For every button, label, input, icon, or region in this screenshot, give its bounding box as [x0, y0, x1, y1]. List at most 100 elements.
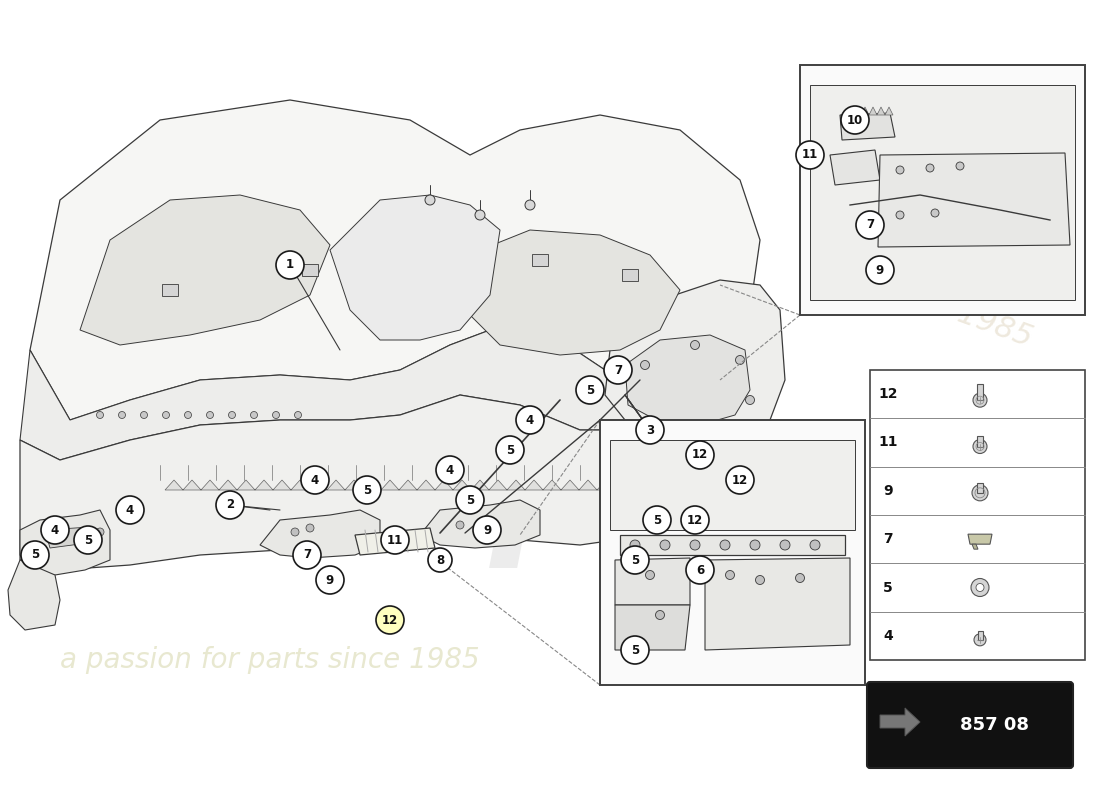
Circle shape	[163, 411, 169, 418]
Circle shape	[630, 540, 640, 550]
Polygon shape	[605, 280, 785, 445]
Circle shape	[292, 528, 299, 536]
Circle shape	[185, 411, 191, 418]
Text: 7: 7	[614, 363, 623, 377]
Circle shape	[690, 540, 700, 550]
Circle shape	[810, 540, 820, 550]
Circle shape	[856, 211, 884, 239]
Text: 3: 3	[646, 423, 654, 437]
Text: 9: 9	[876, 263, 884, 277]
Text: 5: 5	[883, 581, 893, 594]
Polygon shape	[869, 107, 877, 115]
Polygon shape	[972, 544, 978, 549]
Polygon shape	[30, 100, 760, 420]
Polygon shape	[20, 380, 720, 570]
Circle shape	[974, 439, 987, 454]
Text: 12: 12	[686, 514, 703, 526]
Text: 7: 7	[866, 218, 874, 231]
Polygon shape	[840, 113, 895, 140]
Circle shape	[376, 606, 404, 634]
Circle shape	[293, 541, 321, 569]
Circle shape	[97, 411, 103, 418]
Circle shape	[972, 485, 988, 501]
Text: 9: 9	[883, 484, 893, 498]
Circle shape	[425, 195, 435, 205]
Polygon shape	[620, 535, 845, 555]
Circle shape	[251, 411, 257, 418]
Circle shape	[746, 395, 755, 405]
Polygon shape	[532, 254, 548, 266]
Circle shape	[436, 456, 464, 484]
Polygon shape	[845, 107, 853, 115]
Text: 10: 10	[847, 114, 864, 126]
Circle shape	[119, 411, 125, 418]
Circle shape	[974, 634, 986, 646]
Text: 11: 11	[387, 534, 403, 546]
Polygon shape	[8, 560, 61, 630]
FancyBboxPatch shape	[600, 420, 865, 685]
Circle shape	[207, 411, 213, 418]
Circle shape	[306, 524, 313, 532]
Circle shape	[866, 256, 894, 284]
Polygon shape	[830, 150, 880, 185]
Polygon shape	[20, 310, 750, 460]
Circle shape	[301, 466, 329, 494]
Circle shape	[726, 570, 735, 579]
Circle shape	[656, 610, 664, 619]
Circle shape	[381, 526, 409, 554]
Circle shape	[720, 540, 730, 550]
FancyBboxPatch shape	[800, 65, 1085, 315]
Polygon shape	[355, 528, 434, 555]
Text: 4: 4	[51, 523, 59, 537]
Circle shape	[974, 393, 987, 407]
Polygon shape	[852, 107, 861, 115]
Text: 2: 2	[226, 498, 234, 511]
Polygon shape	[615, 605, 690, 650]
Polygon shape	[80, 195, 330, 345]
Polygon shape	[450, 230, 680, 355]
Circle shape	[691, 341, 700, 350]
Circle shape	[116, 496, 144, 524]
Circle shape	[646, 570, 654, 579]
Circle shape	[660, 540, 670, 550]
Circle shape	[496, 436, 524, 464]
Circle shape	[295, 411, 301, 418]
Text: 4: 4	[446, 463, 454, 477]
Text: 12: 12	[732, 474, 748, 486]
Polygon shape	[162, 284, 178, 296]
Circle shape	[956, 162, 964, 170]
Circle shape	[229, 411, 235, 418]
Text: 6: 6	[696, 563, 704, 577]
Text: 5: 5	[506, 443, 514, 457]
Polygon shape	[861, 107, 869, 115]
Circle shape	[486, 518, 494, 526]
Polygon shape	[625, 335, 750, 425]
Text: 5: 5	[653, 514, 661, 526]
Polygon shape	[977, 483, 983, 493]
Text: 5: 5	[466, 494, 474, 506]
FancyBboxPatch shape	[867, 682, 1072, 768]
Text: 12: 12	[692, 449, 708, 462]
Circle shape	[74, 526, 102, 554]
Circle shape	[636, 416, 664, 444]
Text: 11: 11	[878, 435, 898, 450]
Circle shape	[640, 361, 649, 370]
Circle shape	[686, 556, 714, 584]
Polygon shape	[886, 107, 893, 115]
Text: 1: 1	[286, 258, 294, 271]
Circle shape	[686, 441, 714, 469]
Polygon shape	[621, 269, 638, 281]
Text: 4: 4	[311, 474, 319, 486]
Polygon shape	[45, 527, 95, 548]
Polygon shape	[977, 384, 983, 400]
Circle shape	[473, 516, 500, 544]
Circle shape	[276, 251, 304, 279]
Circle shape	[525, 200, 535, 210]
Polygon shape	[968, 534, 992, 544]
Polygon shape	[615, 558, 690, 605]
Circle shape	[576, 376, 604, 404]
Circle shape	[644, 506, 671, 534]
Polygon shape	[878, 153, 1070, 247]
Text: 5: 5	[631, 643, 639, 657]
Polygon shape	[610, 440, 855, 530]
